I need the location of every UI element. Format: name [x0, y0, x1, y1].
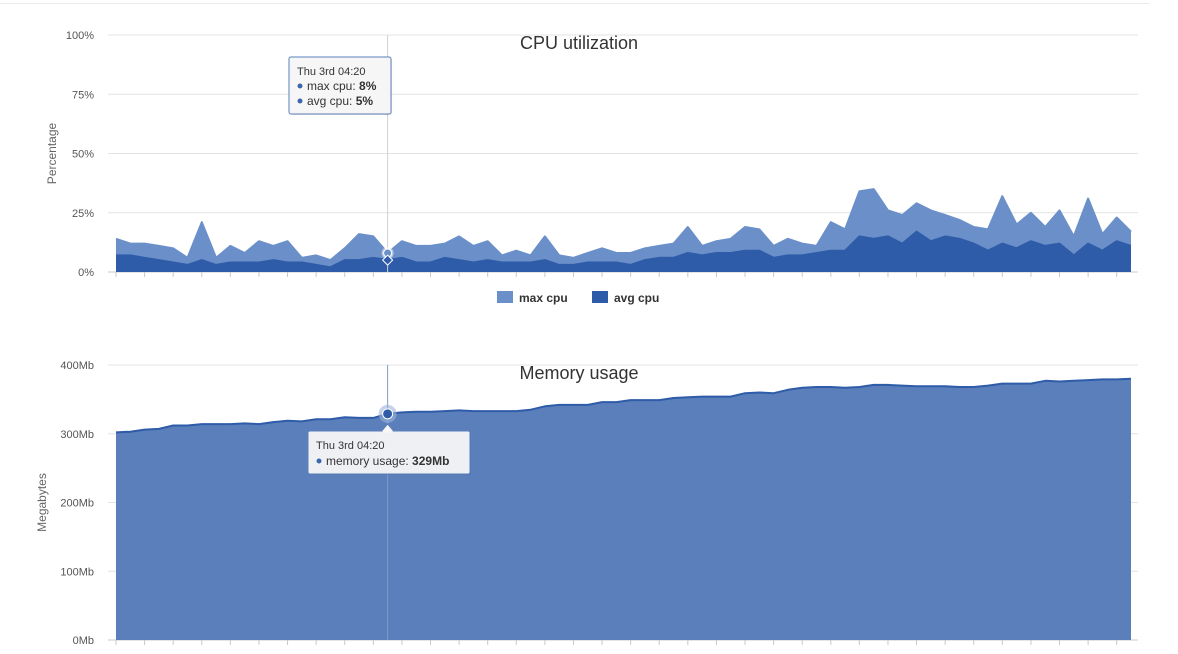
- hover-marker-memory[interactable]: [382, 408, 394, 420]
- tooltip-box: [288, 56, 392, 115]
- chart-title: Memory usage: [519, 363, 638, 383]
- tooltip-row-label: max cpu:: [307, 79, 359, 93]
- legend-swatch: [592, 291, 608, 303]
- y-tick-label: 200Mb: [60, 498, 94, 510]
- legend-label: max cpu: [519, 291, 568, 305]
- tooltip-row: memory usage: 329Mb: [326, 454, 449, 468]
- tooltip-bullet: [297, 98, 303, 104]
- tooltip-bullet: [316, 458, 322, 464]
- y-tick-label: 100Mb: [60, 566, 94, 578]
- tooltip-pointer: [381, 423, 394, 432]
- tooltip-row-label: memory usage:: [326, 454, 412, 468]
- series-line-0: [115, 188, 1132, 262]
- legend-label: avg cpu: [614, 291, 659, 305]
- legend-item[interactable]: avg cpu: [592, 291, 659, 305]
- chart-title: CPU utilization: [520, 33, 638, 53]
- y-tick-label: 400Mb: [60, 360, 94, 372]
- tooltip-row: max cpu: 8%: [307, 79, 377, 93]
- chart-0: 0% 25% 50% 75% 100% Percentage CPU utilization: [45, 30, 1138, 279]
- series-line-1: [116, 230, 1132, 269]
- y-tick-label: 300Mb: [60, 429, 94, 441]
- y-tick-label: 25%: [72, 208, 94, 220]
- y-tick-label: 50%: [72, 149, 94, 161]
- chart-1: 0Mb 100Mb 200Mb 300Mb 400Mb Megabytes Memory u…: [35, 360, 1138, 647]
- tooltip: Thu 3rd 04:20 memory usage: 329Mb: [307, 423, 471, 475]
- y-tick-label: 100%: [66, 30, 94, 42]
- legend-item[interactable]: max cpu: [497, 291, 568, 305]
- y-tick-label: 0Mb: [73, 635, 94, 647]
- tooltip-bullet: [297, 83, 303, 89]
- top-divider: [0, 3, 1150, 4]
- tooltip-row-label: avg cpu:: [307, 94, 356, 108]
- y-axis-title: Percentage: [45, 122, 59, 184]
- hover-marker-avg-cpu[interactable]: [381, 254, 394, 266]
- tooltip-row-value: 5%: [356, 94, 374, 108]
- tooltip-header: Thu 3rd 04:20: [316, 440, 385, 452]
- tooltip-header: Thu 3rd 04:20: [297, 66, 366, 78]
- series-area-1[interactable]: [116, 231, 1131, 272]
- tooltip-row-value: 329Mb: [412, 454, 449, 468]
- legend-swatch: [497, 291, 513, 303]
- legend: max cpu avg cpu: [497, 291, 659, 305]
- y-tick-label: 75%: [72, 89, 94, 101]
- series-line-0: [115, 377, 1132, 434]
- tooltip-row: avg cpu: 5%: [307, 94, 373, 108]
- y-tick-label: 0%: [78, 267, 94, 279]
- tooltip-row-value: 8%: [359, 79, 377, 93]
- series-area-0[interactable]: [116, 378, 1131, 640]
- y-axis-title: Megabytes: [35, 473, 49, 532]
